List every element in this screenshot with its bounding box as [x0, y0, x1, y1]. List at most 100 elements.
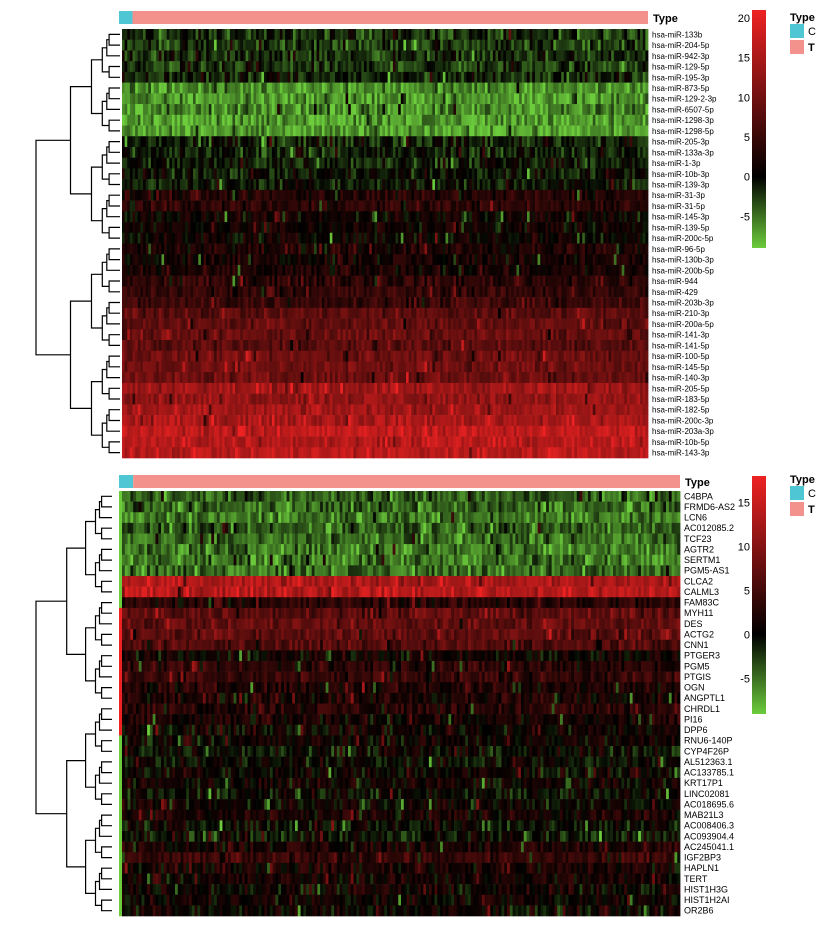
- heatmap-cell: [337, 286, 341, 298]
- heatmap-cell: [216, 157, 220, 169]
- heatmap-cell: [411, 264, 415, 276]
- heatmap-cell: [419, 168, 423, 180]
- heatmap-cell: [371, 61, 375, 73]
- heatmap-cell: [253, 243, 257, 255]
- heatmap-cell: [269, 275, 273, 287]
- heatmap-cell: [148, 114, 152, 126]
- heatmap-cell: [287, 179, 291, 191]
- heatmap-cell: [356, 146, 360, 158]
- heatmap-cell: [550, 275, 554, 287]
- heatmap-cell: [185, 211, 189, 223]
- heatmap-cell: [453, 179, 457, 191]
- heatmap-cell: [550, 82, 554, 94]
- heatmap-cell: [511, 179, 515, 191]
- heatmap-cell: [287, 114, 291, 126]
- heatmap-cell: [413, 189, 417, 201]
- heatmap-cell: [474, 286, 478, 298]
- heatmap-cell: [216, 39, 220, 51]
- heatmap-cell: [445, 232, 449, 244]
- heatmap-cell: [529, 157, 533, 169]
- heatmap-cell: [392, 61, 396, 73]
- heatmap-cell: [221, 254, 225, 266]
- heatmap-cell: [553, 39, 557, 51]
- heatmap-cell: [316, 200, 320, 212]
- heatmap-cell: [511, 114, 515, 126]
- heatmap-cell: [592, 93, 596, 105]
- heatmap-cell: [534, 93, 538, 105]
- heatmap-cell: [442, 254, 446, 266]
- heatmap-cell: [477, 157, 481, 169]
- heatmap-cell: [166, 232, 170, 244]
- heatmap-cell: [571, 61, 575, 73]
- heatmap-cell: [548, 93, 552, 105]
- heatmap-cell: [158, 232, 162, 244]
- heatmap-cell: [124, 286, 128, 298]
- heatmap-cell: [290, 82, 294, 94]
- heatmap-cell: [171, 157, 175, 169]
- heatmap-cell: [395, 254, 399, 266]
- heatmap-cell: [584, 125, 588, 137]
- heatmap-cell: [156, 232, 160, 244]
- heatmap-cell: [611, 157, 615, 169]
- heatmap-cell: [303, 243, 307, 255]
- heatmap-cell: [179, 243, 183, 255]
- heatmap-cell: [308, 222, 312, 234]
- heatmap-cell: [187, 189, 191, 201]
- heatmap-cell: [216, 125, 220, 137]
- heatmap-cell: [479, 254, 483, 266]
- heatmap-cell: [316, 50, 320, 62]
- heatmap-cell: [587, 29, 591, 41]
- heatmap-cell: [484, 200, 488, 212]
- heatmap-cell: [458, 211, 462, 223]
- heatmap-cell: [264, 232, 268, 244]
- heatmap-cell: [221, 136, 225, 148]
- heatmap-cell: [619, 125, 623, 137]
- heatmap-cell: [342, 114, 346, 126]
- heatmap-cell: [390, 179, 394, 191]
- heatmap-cell: [193, 114, 197, 126]
- heatmap-cell: [605, 157, 609, 169]
- heatmap-cell: [164, 71, 168, 83]
- heatmap-cell: [261, 211, 265, 223]
- heatmap-cell: [385, 211, 389, 223]
- heatmap-cell: [332, 264, 336, 276]
- heatmap-cell: [408, 179, 412, 191]
- heatmap-cell: [437, 168, 441, 180]
- heatmap-cell: [187, 39, 191, 51]
- heatmap-cell: [219, 254, 223, 266]
- heatmap-cell: [306, 222, 310, 234]
- heatmap-cell: [169, 29, 173, 41]
- heatmap-cell: [448, 114, 452, 126]
- heatmap-cell: [508, 189, 512, 201]
- heatmap-cell: [411, 168, 415, 180]
- heatmap-cell: [221, 157, 225, 169]
- heatmap-cell: [208, 50, 212, 62]
- heatmap-cell: [264, 146, 268, 158]
- heatmap-cell: [232, 125, 236, 137]
- heatmap-cell: [122, 232, 126, 244]
- heatmap-cell: [319, 286, 323, 298]
- heatmap-cell: [463, 179, 467, 191]
- heatmap-cell: [619, 168, 623, 180]
- heatmap-cell: [224, 82, 228, 94]
- heatmap-cell: [503, 254, 507, 266]
- heatmap-cell: [545, 189, 549, 201]
- heatmap-cell: [626, 275, 630, 287]
- heatmap-cell: [379, 61, 383, 73]
- heatmap-cell: [569, 104, 573, 116]
- heatmap-cell: [124, 114, 128, 126]
- heatmap-cell: [605, 168, 609, 180]
- heatmap-cell: [306, 71, 310, 83]
- heatmap-cell: [461, 157, 465, 169]
- heatmap-cell: [563, 179, 567, 191]
- heatmap-cell: [516, 189, 520, 201]
- heatmap-cell: [216, 232, 220, 244]
- heatmap-cell: [534, 146, 538, 158]
- heatmap-cell: [566, 71, 570, 83]
- heatmap-cell: [479, 275, 483, 287]
- heatmap-cell: [295, 179, 299, 191]
- heatmap-cell: [532, 93, 536, 105]
- heatmap-cell: [143, 157, 147, 169]
- heatmap-cell: [143, 39, 147, 51]
- heatmap-cell: [313, 286, 318, 298]
